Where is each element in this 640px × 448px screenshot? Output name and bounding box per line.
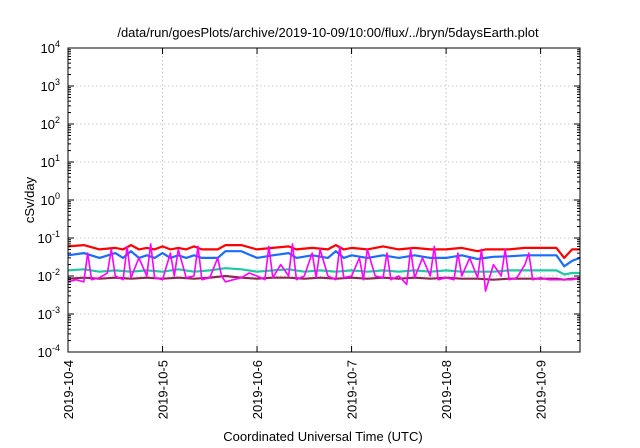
y-tick-label: 102 [41,115,60,132]
y-tick-label: 10-3 [38,305,60,322]
chart-title: /data/run/goesPlots/archive/2019-10-09/1… [117,25,539,40]
x-tick-label: 2019-10-6 [250,360,265,419]
x-tick-label: 2019-10-8 [439,360,454,419]
y-tick-label: 100 [41,191,60,208]
y-tick-label: 10-1 [38,229,60,246]
series-line-1 [67,244,580,259]
series-line-4 [67,274,580,281]
y-tick-label: 103 [41,77,60,94]
y-ticks: 104 103 102 101 100 10-1 10-2 10-3 10-4 [38,39,580,360]
x-tick-label: 2019-10-9 [534,360,549,419]
grid [68,48,580,352]
x-axis-label: Coordinated Universal Time (UTC) [223,429,422,444]
y-tick-label: 10-4 [38,343,60,360]
series-line-5 [67,243,581,292]
y-axis-label: cSv/day [22,176,37,223]
x-tick-label: 2019-10-7 [345,360,360,419]
y-tick-label: 10-2 [38,267,60,284]
x-tick-label: 2019-10-4 [61,360,76,419]
y-tick-label: 101 [41,153,60,170]
y-tick-label: 104 [41,39,60,56]
x-ticks: 2019-10-4 2019-10-5 2019-10-6 2019-10-7 2019… [61,48,549,419]
series-layer [67,243,581,292]
x-tick-label: 2019-10-5 [156,360,171,419]
series-line-2 [67,250,581,268]
series-line-3 [67,267,580,276]
